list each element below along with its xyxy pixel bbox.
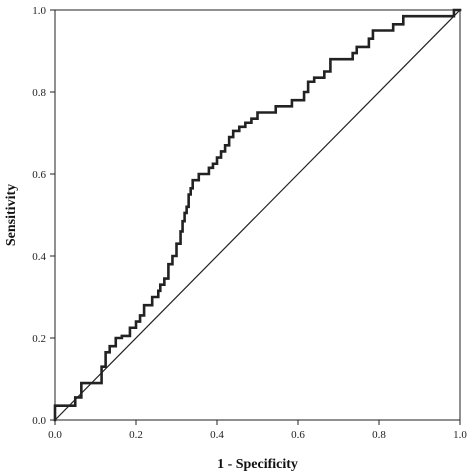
x-tick-label: 0.4 bbox=[210, 429, 224, 441]
x-tick-label: 0.8 bbox=[372, 429, 386, 441]
plot-area: 0.0 0.2 0.4 0.6 0.8 1.0 0.0 0.2 0.4 0.6 0.8 1.0 bbox=[32, 5, 467, 441]
y-tick-label: 0.4 bbox=[32, 251, 46, 263]
roc-curve-line bbox=[53, 8, 462, 422]
plot-frame bbox=[54, 9, 461, 421]
x-tick-label: 0.6 bbox=[291, 429, 305, 441]
y-tick-label: 0.0 bbox=[32, 415, 46, 427]
reference-diagonal-line bbox=[54, 9, 461, 421]
y-axis-title: Sensitivity bbox=[4, 184, 19, 246]
x-axis-title: 1 - Specificity bbox=[217, 457, 298, 472]
series-layer bbox=[53, 8, 462, 422]
y-axis-ticks: 0.0 0.2 0.4 0.6 0.8 1.0 bbox=[32, 5, 55, 427]
y-tick-label: 0.2 bbox=[32, 333, 46, 345]
y-tick-label: 1.0 bbox=[32, 5, 46, 17]
x-axis-ticks: 0.0 0.2 0.4 0.6 0.8 1.0 bbox=[48, 420, 467, 441]
y-tick-label: 0.8 bbox=[32, 87, 46, 99]
x-tick-label: 1.0 bbox=[453, 429, 467, 441]
x-tick-label: 0.2 bbox=[129, 429, 143, 441]
x-tick-label: 0.0 bbox=[48, 429, 62, 441]
y-tick-label: 0.6 bbox=[32, 169, 46, 181]
